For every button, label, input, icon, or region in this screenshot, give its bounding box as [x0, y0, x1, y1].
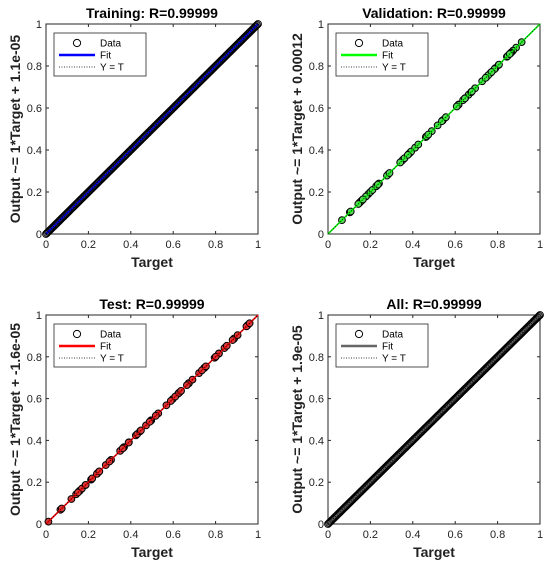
y-tick-label: 0.4: [309, 435, 324, 447]
legend-label-data: Data: [382, 330, 404, 341]
x-tick-label: 0: [43, 529, 49, 541]
legend-marker-data: [354, 38, 364, 48]
chart-panel-2: Validation: R=0.99999 0 0.2 0.4 0.6 0.8 1 0 0.2 0…: [289, 5, 543, 270]
y-tick-label: 0.8: [27, 352, 42, 364]
x-tick-label: 0: [43, 239, 49, 251]
chart-panel-3: Test: R=0.99999 0 0.2 0.4 0.6 0.8 1 0 0.2 0.4 0.6 0…: [7, 296, 261, 560]
legend-label-fit: Fit: [100, 342, 111, 353]
legend-label-identity: Y = T: [100, 354, 124, 365]
y-tick-label: 0.6: [27, 103, 42, 115]
legend-marker-data: [72, 38, 82, 48]
y-tick-label: 1: [36, 19, 42, 31]
chart-panel-4: All: R=0.99999 0 0.2 0.4 0.6 0.8 1 0 0.2 0.4 0.6 0.…: [289, 296, 544, 560]
identity-line: [45, 314, 259, 525]
legend-label-data: Data: [100, 330, 122, 341]
legend-label-data: Data: [100, 39, 122, 50]
y-tick-label: 0.4: [27, 145, 42, 157]
y-tick-label: 0.6: [309, 103, 324, 115]
x-tick-label: 0.6: [166, 529, 181, 541]
data-point: [254, 20, 262, 28]
y-tick-label: 0.2: [309, 187, 324, 199]
legend-label-identity: Y = T: [382, 354, 406, 365]
y-tick-label: 0.2: [27, 477, 42, 489]
x-tick-label: 0.4: [405, 529, 420, 541]
chart-title: Test: R=0.99999: [99, 296, 204, 312]
x-tick-label: 0.8: [208, 239, 223, 251]
legend-marker-data: [354, 329, 364, 339]
legend-label-data: Data: [382, 39, 404, 50]
x-tick-label: 1: [537, 239, 543, 251]
y-axis-label: Output ~= 1*Target + 1.9e-05: [289, 325, 305, 514]
chart-title: All: R=0.99999: [386, 296, 482, 312]
legend-marker-data: [72, 329, 82, 339]
y-tick-label: 0.8: [27, 61, 42, 73]
x-tick-label: 1: [255, 529, 261, 541]
legend-label-identity: Y = T: [382, 63, 406, 74]
y-tick-label: 0: [36, 229, 42, 241]
x-tick-label: 0.4: [405, 239, 420, 251]
y-tick-label: 0: [36, 519, 42, 531]
y-tick-label: 0.6: [27, 394, 42, 406]
x-tick-label: 0.2: [81, 239, 96, 251]
x-tick-label: 0.8: [490, 529, 505, 541]
data-point: [533, 313, 542, 321]
x-axis-label: Target: [131, 254, 173, 270]
y-axis-label: Output ~= 1*Target + 0.00012: [289, 33, 305, 225]
chart-panel-1: Training: R=0.99999 0 0.2 0.4 0.6 0.8 1 0 0.2 0.4…: [7, 5, 262, 270]
data-point: [535, 312, 543, 320]
x-tick-label: 1: [255, 239, 261, 251]
x-axis-label: Target: [413, 254, 455, 270]
y-axis-label: Output ~= 1*Target + 1.1e-05: [7, 35, 23, 224]
y-tick-label: 0.8: [309, 352, 324, 364]
y-tick-label: 0.8: [309, 61, 324, 73]
y-tick-label: 0: [318, 229, 324, 241]
y-tick-label: 0: [318, 519, 324, 531]
chart-title: Training: R=0.99999: [86, 5, 218, 21]
x-tick-label: 0: [325, 529, 331, 541]
x-tick-label: 0.2: [363, 529, 378, 541]
data-point: [251, 22, 260, 31]
x-tick-label: 0.8: [208, 529, 223, 541]
x-axis-label: Target: [131, 544, 173, 560]
x-tick-label: 0.6: [448, 529, 463, 541]
x-tick-label: 0.4: [123, 529, 138, 541]
x-tick-label: 0.2: [363, 239, 378, 251]
fit-line: [45, 23, 259, 235]
y-tick-label: 1: [36, 310, 42, 322]
y-tick-label: 0.6: [309, 394, 324, 406]
y-tick-label: 1: [318, 310, 324, 322]
legend-label-identity: Y = T: [100, 63, 124, 74]
data-point: [536, 311, 544, 319]
y-tick-label: 0.2: [309, 477, 324, 489]
y-axis-label: Output ~= 1*Target + -1.6e-05: [7, 323, 23, 516]
y-tick-label: 0.4: [309, 145, 324, 157]
legend-label-fit: Fit: [382, 342, 393, 353]
x-tick-label: 0.8: [490, 239, 505, 251]
x-tick-label: 0.2: [81, 529, 96, 541]
x-axis-label: Target: [413, 544, 455, 560]
x-tick-label: 0.4: [123, 239, 138, 251]
x-tick-label: 0.6: [448, 239, 463, 251]
x-tick-label: 1: [537, 529, 543, 541]
x-tick-label: 0.6: [166, 239, 181, 251]
y-tick-label: 0.4: [27, 435, 42, 447]
data-point: [253, 21, 261, 29]
identity-line: [327, 314, 541, 525]
y-tick-label: 1: [318, 19, 324, 31]
chart-title: Validation: R=0.99999: [362, 5, 506, 21]
legend-box: [53, 32, 147, 77]
x-tick-label: 0: [325, 239, 331, 251]
y-tick-label: 0.2: [27, 187, 42, 199]
legend-label-fit: Fit: [382, 51, 393, 62]
legend-label-fit: Fit: [100, 51, 111, 62]
fit-line: [327, 23, 541, 235]
